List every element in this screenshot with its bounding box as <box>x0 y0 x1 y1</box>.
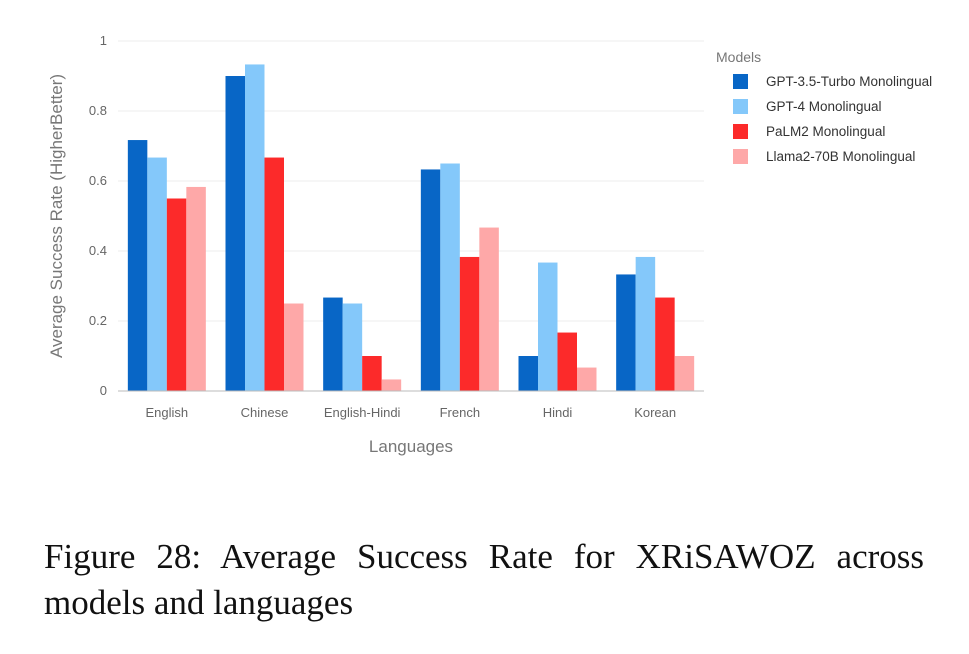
legend: Models GPT-3.5-Turbo Monolingual GPT-4 Mo… <box>716 49 932 164</box>
legend-label: GPT-4 Monolingual <box>766 99 882 114</box>
bar-english-hindi-1 <box>323 297 343 391</box>
legend-title: Models <box>716 49 761 65</box>
legend-swatch <box>733 99 748 114</box>
bar-hindi-2 <box>538 262 558 391</box>
bar-french-1 <box>420 169 441 391</box>
x-tick-label: Korean <box>634 405 676 420</box>
bar-french-3 <box>459 256 480 391</box>
y-tick-label: 0.8 <box>89 103 107 118</box>
bar-korean-4 <box>674 356 695 391</box>
bar-english-hindi-2 <box>342 303 363 391</box>
bar-english-2 <box>147 157 167 391</box>
gridlines <box>118 40 704 322</box>
bar-english-hindi-3 <box>362 356 382 391</box>
y-tick-label: 0.2 <box>89 313 107 328</box>
bar-french-4 <box>479 227 499 391</box>
x-tick-label: English-Hindi <box>324 405 401 420</box>
y-tick-label: 0 <box>100 383 107 398</box>
legend-label: GPT-3.5-Turbo Monolingual <box>766 74 932 89</box>
x-tick-label: Hindi <box>543 405 573 420</box>
y-axis-title: Average Success Rate (HigherBetter) <box>47 74 66 358</box>
x-tick-label: English <box>146 405 189 420</box>
bar-french-2 <box>440 163 460 391</box>
y-tick-labels: 0 0.2 0.4 0.6 0.8 1 <box>89 33 107 398</box>
figure-caption: Figure 28: Average Success Rate for XRiS… <box>44 537 924 622</box>
y-tick-label: 0.4 <box>89 243 107 258</box>
bar-chinese-4 <box>284 303 304 391</box>
legend-label: PaLM2 Monolingual <box>766 124 885 139</box>
x-axis-title: Languages <box>369 437 453 456</box>
y-tick-label: 0.6 <box>89 173 107 188</box>
legend-swatch <box>733 149 748 164</box>
bar-english-1 <box>127 140 148 391</box>
bar-hindi-1 <box>518 356 538 391</box>
bar-korean-3 <box>655 297 675 391</box>
legend-label: Llama2-70B Monolingual <box>766 149 915 164</box>
bar-english-hindi-4 <box>381 379 402 391</box>
bar-english-3 <box>166 198 187 391</box>
bar-korean-2 <box>635 256 656 391</box>
bar-chart: 0 0.2 0.4 0.6 0.8 1 English Chinese English-Hin… <box>47 33 932 456</box>
bar-english-4 <box>186 186 206 391</box>
bar-chinese-3 <box>264 157 284 391</box>
bars <box>127 64 695 391</box>
legend-swatch <box>733 74 748 89</box>
y-tick-label: 1 <box>100 33 107 48</box>
bar-hindi-3 <box>557 332 577 391</box>
bar-chinese-2 <box>245 64 265 391</box>
bar-chinese-1 <box>225 76 245 391</box>
legend-swatch <box>733 124 748 139</box>
bar-korean-1 <box>616 274 636 391</box>
x-tick-label: Chinese <box>241 405 289 420</box>
x-tick-labels: English Chinese English-Hindi French Hindi Ko… <box>146 405 677 420</box>
x-tick-label: French <box>440 405 480 420</box>
bar-hindi-4 <box>577 367 597 391</box>
